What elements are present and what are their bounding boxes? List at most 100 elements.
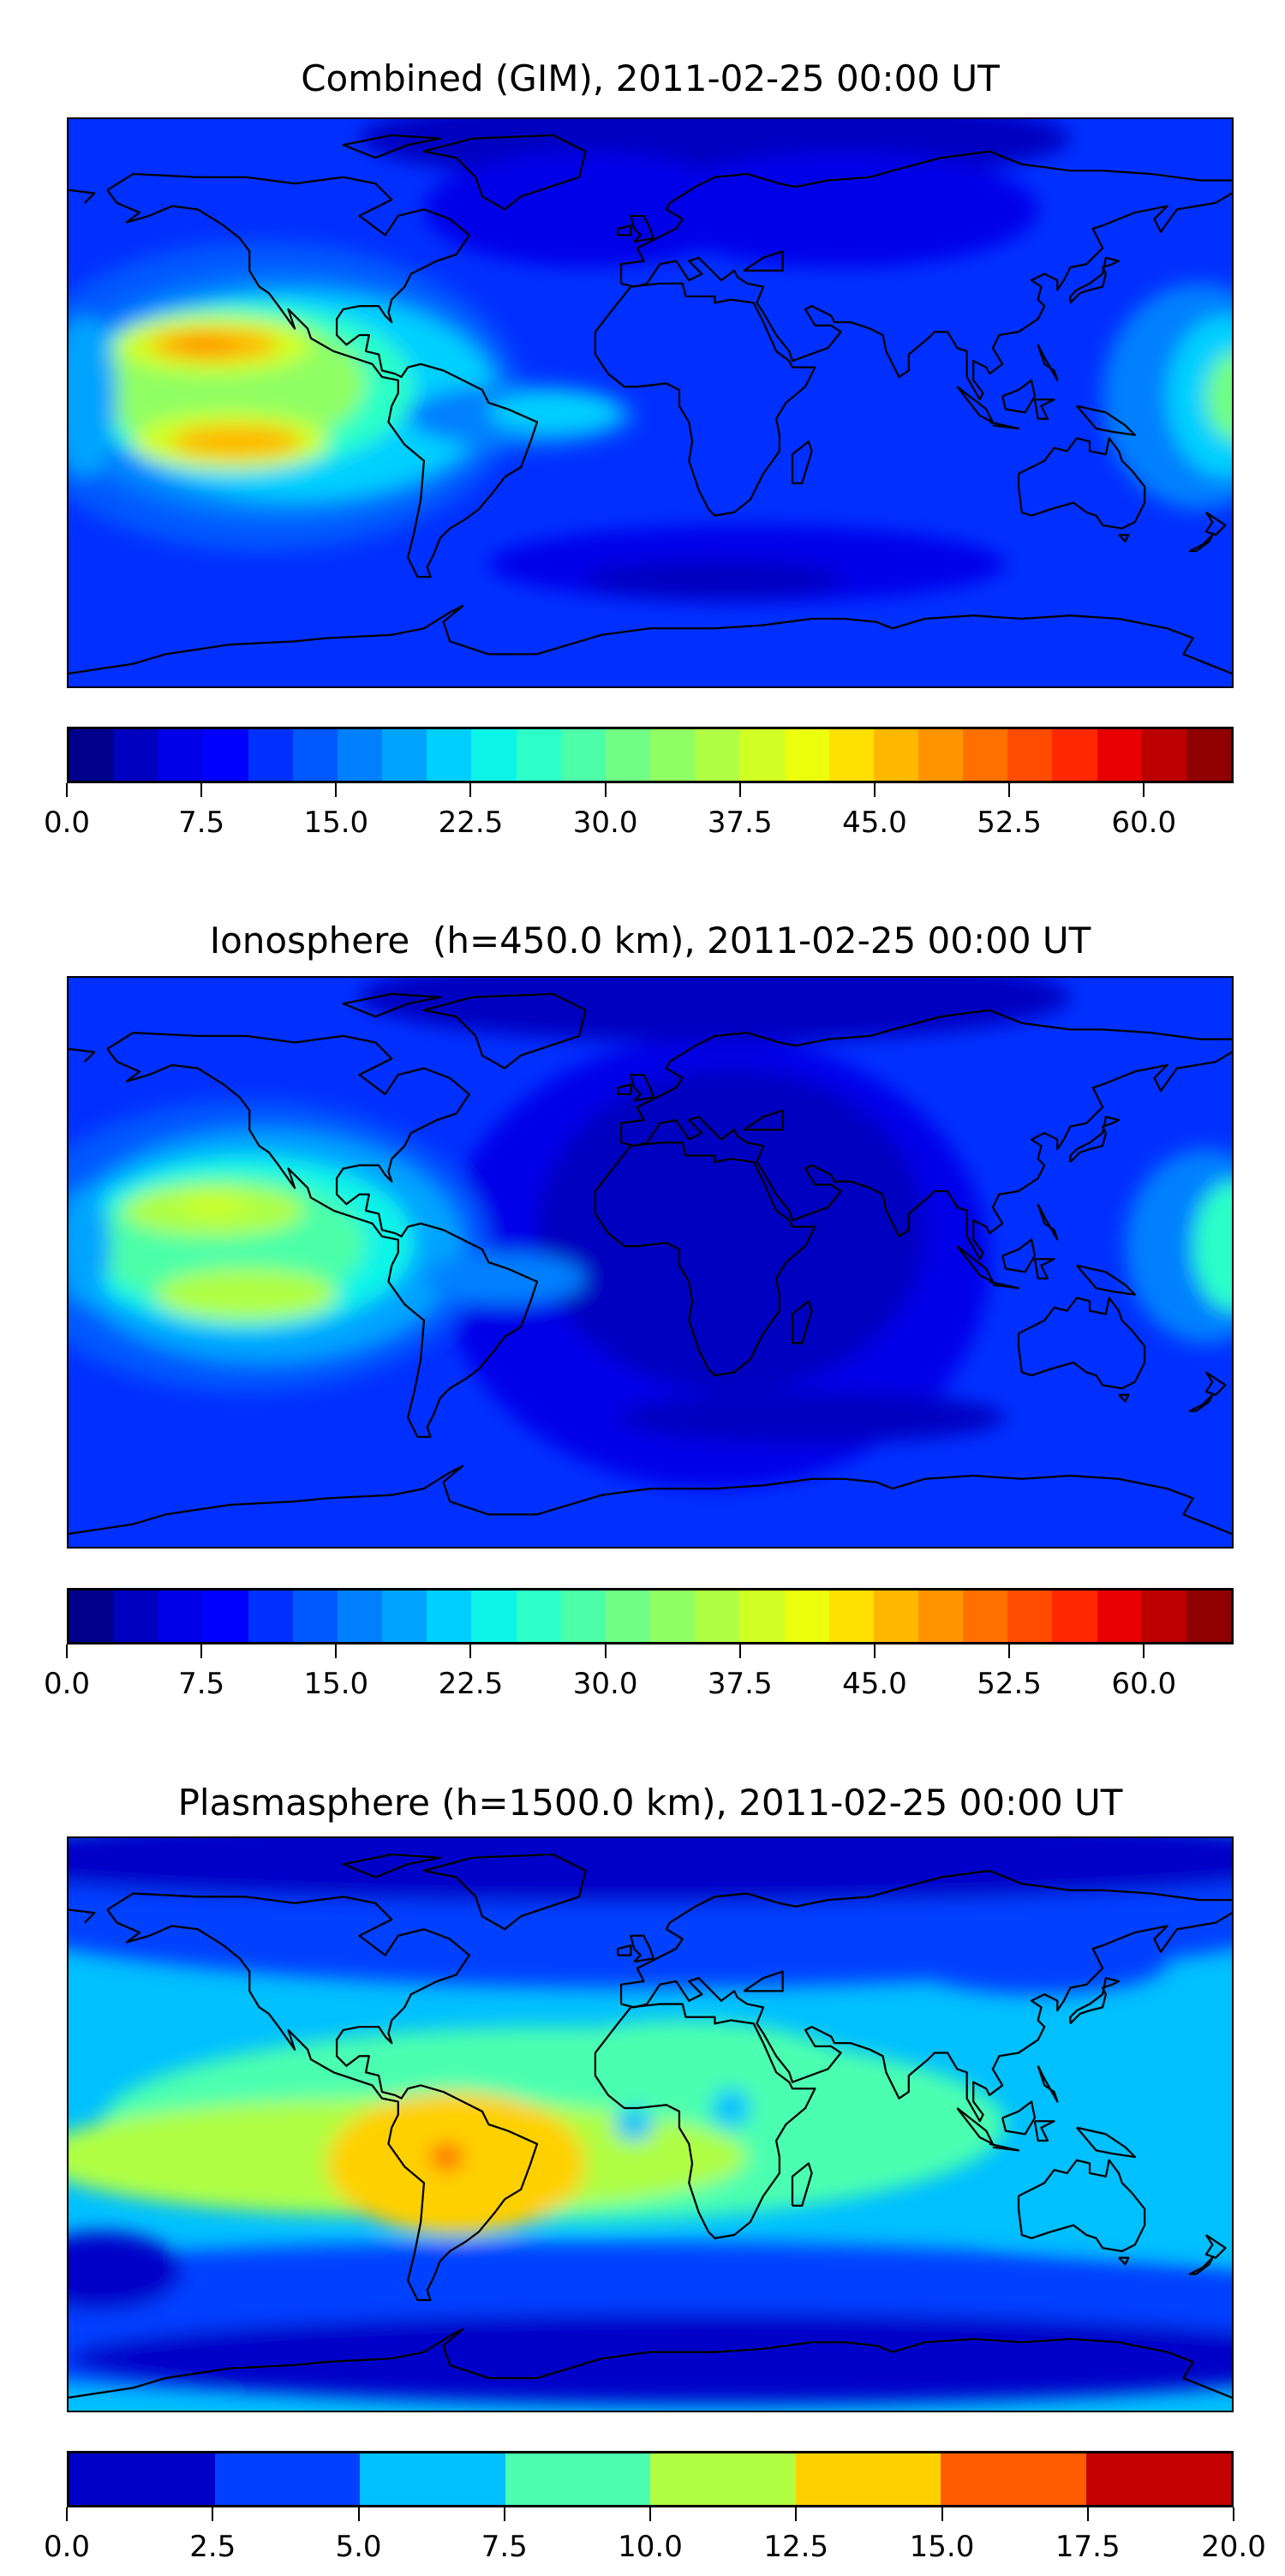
colorbar-tick	[335, 783, 338, 797]
coastline	[1204, 1371, 1227, 1396]
contour-region	[182, 1194, 247, 1214]
coastline	[422, 1853, 587, 1931]
colorbar-tick-label: 0.0	[43, 806, 91, 840]
colorbar-segment	[739, 1591, 785, 1642]
map-combined	[67, 117, 1234, 688]
coastline	[1204, 511, 1227, 536]
colorbar	[67, 1588, 1234, 1644]
colorbar-segment	[248, 1591, 293, 1642]
colorbar-tick	[469, 783, 472, 797]
colorbar-segment	[917, 729, 964, 781]
colorbar-tick	[66, 783, 68, 797]
coastline	[1037, 2065, 1059, 2103]
coastline	[1037, 344, 1059, 381]
map-svg	[69, 119, 1232, 686]
map-ionosphere	[67, 976, 1234, 1549]
coastline	[791, 440, 813, 485]
contour-region	[973, 2189, 1232, 2255]
colorbar-segment	[828, 729, 874, 781]
colorbar-segment	[605, 729, 651, 781]
colorbar-segment	[1097, 729, 1142, 781]
colorbar-segment	[963, 1591, 1008, 1642]
contour-fill	[69, 119, 1232, 603]
map-plasmasphere	[67, 1836, 1234, 2412]
coastline	[1188, 534, 1214, 553]
colorbar-segment	[784, 729, 829, 781]
colorbar	[67, 2451, 1234, 2507]
colorbar-segment	[516, 729, 561, 781]
colorbar-segment	[427, 1591, 472, 1642]
colorbar-tick	[738, 783, 741, 797]
colorbar-tick	[66, 1644, 68, 1658]
contour-region	[1192, 1181, 1232, 1311]
colorbar-segment	[1141, 1591, 1186, 1642]
colorbar-segment	[650, 1591, 696, 1642]
coastline	[422, 992, 587, 1069]
contour-region	[650, 151, 1038, 268]
coastline	[989, 421, 1020, 430]
colorbar-segment	[337, 729, 383, 781]
contour-region	[488, 392, 619, 432]
contour-region	[423, 151, 748, 268]
colorbar-segment	[505, 2453, 650, 2505]
colorbar-tick-label: 7.5	[481, 2530, 528, 2564]
colorbar-ticks: 0.0 7.5 15.0 22.5 30.0 37.5 45.0 52.5 60.0	[44, 1644, 1234, 1713]
colorbar-tick	[469, 1644, 472, 1658]
contour-region	[1125, 1148, 1232, 1344]
contour-region	[908, 1929, 1168, 1995]
colorbar-segment	[560, 1591, 606, 1642]
contour-region	[69, 2313, 1232, 2405]
colorbar-segment	[650, 2453, 796, 2505]
coastline	[1118, 1393, 1130, 1403]
colorbar-segment	[695, 1591, 740, 1642]
contour-region	[171, 425, 302, 458]
colorbar-segment	[1052, 1591, 1097, 1642]
coastline	[989, 1280, 1020, 1290]
colorbar-segment	[292, 1591, 338, 1642]
map-svg	[69, 1838, 1232, 2411]
coastline	[620, 1051, 1232, 1261]
contour-region	[585, 560, 845, 600]
coastline	[106, 1892, 539, 2302]
coastline	[69, 1465, 1232, 1536]
coastline	[69, 1908, 96, 1924]
coastline	[342, 1853, 441, 1878]
colorbar-segment	[471, 729, 517, 781]
colorbar-tick	[604, 1644, 607, 1658]
colorbar-segment	[1007, 1591, 1053, 1642]
colorbar-segment	[1141, 729, 1186, 781]
coastline	[1069, 256, 1121, 304]
colorbar-tick	[200, 783, 203, 797]
contour-region	[618, 1391, 1006, 1444]
colorbar-segment	[69, 729, 115, 781]
coastline	[342, 134, 441, 159]
colorbar-tick-label: 7.5	[178, 806, 225, 840]
coastline	[617, 224, 632, 237]
coastline	[69, 1047, 96, 1063]
colorbar-segment	[917, 1591, 964, 1642]
coastline	[620, 192, 1232, 401]
contour-fill	[69, 1838, 1232, 2405]
colorbar-tick-label: 45.0	[842, 1667, 907, 1701]
colorbar-segment	[739, 729, 785, 781]
coastline	[1118, 534, 1130, 542]
colorbar-tick-label: 0.0	[43, 2530, 91, 2564]
colorbar-ticks: 0.0 2.5 5.0 7.5 10.0 12.5 15.0 17.5 20.0	[44, 2507, 1266, 2576]
contour-fill	[69, 978, 1232, 1489]
colorbar-tick	[335, 1644, 338, 1658]
colorbar-segment	[214, 2453, 360, 2505]
contour-region	[614, 2108, 654, 2141]
colorbar-segment	[1052, 729, 1097, 781]
colorbar-tick	[1008, 783, 1011, 797]
colorbar-tick	[1086, 2507, 1089, 2521]
colorbar-tick	[604, 783, 607, 797]
colorbar-segment	[360, 2453, 505, 2505]
colorbar-tick	[66, 2507, 68, 2521]
colorbar-segment	[873, 1591, 918, 1642]
coastline	[1188, 2256, 1214, 2275]
contour-region	[69, 1838, 1232, 1903]
contour-region	[1205, 351, 1232, 441]
coastline	[1069, 1977, 1121, 2025]
colorbar-tick-label: 12.5	[763, 2530, 829, 2564]
coastline	[630, 214, 654, 243]
